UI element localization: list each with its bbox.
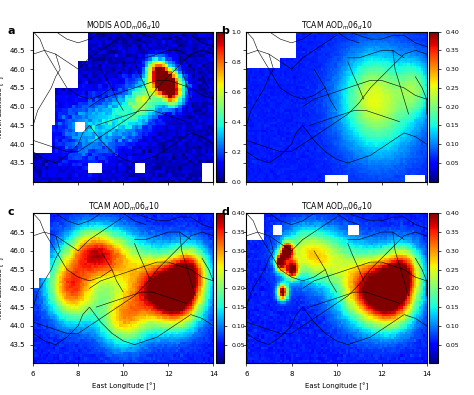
Text: d: d (221, 207, 229, 217)
Text: b: b (221, 26, 229, 36)
Text: c: c (8, 207, 15, 217)
Title: TCAM AOD$_m$06$_d$10: TCAM AOD$_m$06$_d$10 (88, 201, 159, 213)
Y-axis label: North Latitude [°]: North Latitude [°] (0, 258, 4, 319)
Y-axis label: North Latitude [°]: North Latitude [°] (0, 76, 4, 137)
X-axis label: East Longitude [°]: East Longitude [°] (305, 383, 368, 390)
Text: a: a (8, 26, 16, 36)
X-axis label: East Longitude [°]: East Longitude [°] (91, 383, 155, 390)
Title: TCAM AOD$_m$06$_d$10: TCAM AOD$_m$06$_d$10 (301, 19, 372, 32)
Title: TCAM AOD$_m$06$_d$10: TCAM AOD$_m$06$_d$10 (301, 201, 372, 213)
Title: MODIS AOD$_m$06$_d$10: MODIS AOD$_m$06$_d$10 (86, 19, 161, 32)
